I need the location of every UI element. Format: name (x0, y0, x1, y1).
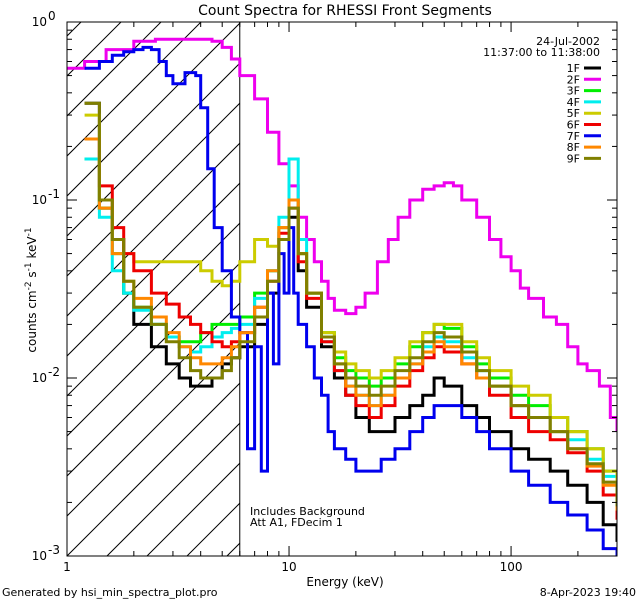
legend-label-4F: 4F (567, 96, 580, 109)
series-line-3F (84, 157, 617, 495)
hatch-line (67, 262, 240, 437)
series-layer (67, 37, 617, 556)
hatch-line (67, 22, 240, 197)
series-line-5F (84, 113, 617, 495)
series-line-1F (84, 101, 617, 542)
x-axis-label: Energy (keV) (306, 575, 383, 589)
legend-label-1F: 1F (567, 62, 580, 75)
annotation-attenuator: Att A1, FDecim 1 (250, 516, 343, 529)
hatch-line (67, 22, 162, 117)
legend-label-2F: 2F (567, 73, 580, 86)
plot-frame (66, 21, 618, 557)
hatch-line (67, 102, 240, 277)
series-line-7F (84, 45, 617, 556)
hatch-line (106, 422, 240, 556)
x-tick-label: 1 (63, 560, 71, 574)
date-label: 24-Jul-2002 (536, 35, 600, 48)
hatch-line (67, 22, 122, 77)
footer-generated-by: Generated by hsi_min_spectra_plot.pro (2, 586, 218, 599)
series-line-6F (84, 137, 617, 520)
series-line-2F (67, 37, 617, 432)
legend-label-3F: 3F (567, 85, 580, 98)
hatch-line (0, 0, 107, 556)
hatch-line (67, 342, 240, 517)
series-line-9F (84, 101, 617, 507)
y-axis-label: counts cm-2 s-1 keV-1 (24, 227, 39, 352)
hatch-line (627, 0, 640, 556)
y-tick-exponent: -1 (48, 187, 60, 201)
hatch-line (67, 182, 240, 357)
series-line-4F (84, 157, 617, 503)
hatch-line (67, 142, 240, 317)
legend-label-9F: 9F (567, 152, 580, 165)
legend-label-8F: 8F (567, 141, 580, 154)
hatch-line (67, 222, 240, 397)
hatched-region (0, 0, 640, 556)
y-tick-label: 10 (32, 193, 47, 207)
y-tick-label: 10 (32, 15, 47, 29)
hatch-line (67, 22, 202, 157)
y-tick-exponent: -3 (48, 543, 60, 557)
chart-title: Count Spectra for RHESSI Front Segments (198, 3, 492, 19)
legend-label-6F: 6F (567, 119, 580, 132)
legend-label-5F: 5F (567, 107, 580, 120)
footer-timestamp: 8-Apr-2023 19:40 (540, 586, 636, 599)
hatch-line (67, 302, 240, 477)
hatch-line (67, 382, 240, 556)
time-range-label: 11:37:00 to 11:38:00 (483, 46, 600, 59)
y-tick-exponent: -2 (48, 365, 60, 379)
annotation-background: Includes Background (250, 505, 365, 518)
legend-label-7F: 7F (567, 130, 580, 143)
y-tick-label: 10 (32, 549, 47, 563)
x-axis-ticks: 1 10 100 (63, 22, 618, 574)
y-tick-label: 10 (32, 371, 47, 385)
y-tick-exponent: 0 (48, 9, 56, 23)
x-tick-label: 100 (500, 560, 523, 574)
x-tick-label: 10 (281, 560, 296, 574)
